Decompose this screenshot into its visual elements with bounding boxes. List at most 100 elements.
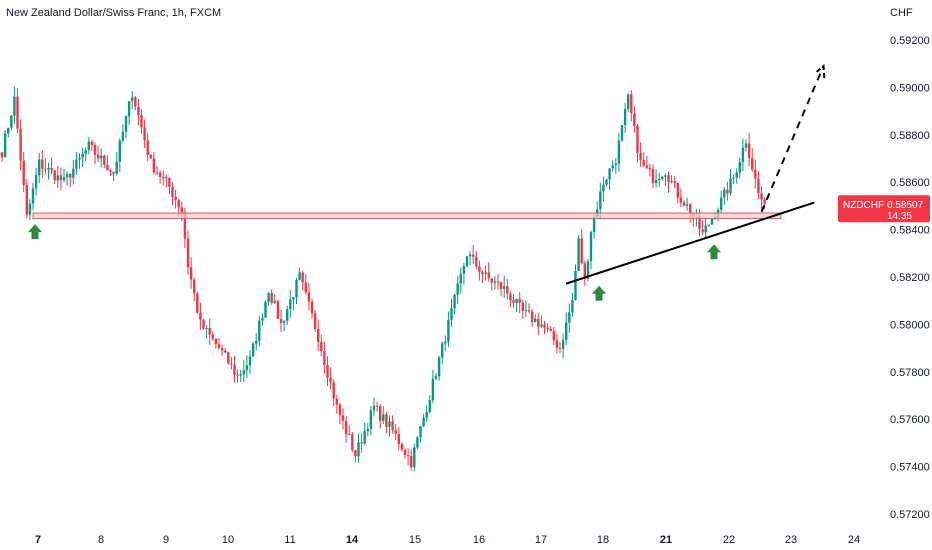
candle-body (592, 217, 596, 232)
candle-body (422, 417, 425, 427)
candle-body (633, 113, 636, 126)
candle-body (214, 338, 218, 344)
candle-body (543, 324, 546, 328)
candle-body (25, 185, 28, 215)
candle-body (295, 279, 298, 298)
last-price-value: 0.58507 (887, 200, 924, 211)
x-tick-label: 11 (284, 534, 295, 546)
candle-body (611, 165, 614, 169)
candle-body (720, 197, 723, 210)
candle-body (251, 343, 255, 357)
candle-body (620, 125, 624, 141)
candle-body (738, 161, 741, 173)
candle-body (205, 327, 208, 329)
candle-body (103, 155, 106, 165)
x-axis: 7 8 9 10 11 14 15 16 17 18 21 22 23 24 (35, 534, 860, 546)
candle-body (267, 292, 270, 302)
up-arrow-icon (707, 244, 721, 260)
candle-body (363, 431, 366, 444)
candle-body (509, 293, 512, 301)
candle-body (292, 297, 295, 300)
candle-body (351, 434, 354, 450)
candles-group (0, 86, 766, 472)
candle-body (391, 421, 394, 431)
y-tick-label: 0.59000 (890, 82, 930, 94)
candle-body (484, 272, 487, 275)
candle-body (152, 158, 156, 173)
candle-body (112, 171, 115, 174)
candle-body (763, 199, 766, 205)
candle-body (19, 128, 22, 161)
candle-body (431, 378, 435, 401)
candle-body (487, 272, 490, 279)
candle-body (137, 106, 140, 116)
candle-body (174, 196, 177, 200)
candle-body (493, 281, 497, 283)
candle-body (304, 282, 307, 293)
candle-body (651, 169, 655, 183)
candle-body (180, 207, 183, 213)
candle-body (177, 199, 180, 208)
candle-body (419, 426, 422, 438)
candle-body (93, 145, 97, 155)
x-tick-label: 17 (535, 534, 547, 546)
chart-title: New Zealand Dollar/Swiss Franc, 1h, FXCM (6, 7, 221, 19)
candle-body (565, 322, 568, 341)
candle-body (199, 312, 202, 320)
candle-body (710, 218, 714, 225)
candle-body (413, 447, 416, 468)
candle-body (735, 172, 738, 178)
candle-body (679, 197, 683, 203)
candle-body (69, 174, 72, 178)
candle-body (155, 172, 159, 174)
candle-body (168, 177, 171, 187)
candle-body (236, 374, 239, 376)
last-price-countdown: 14:35 (887, 211, 912, 222)
currency-label: CHF (890, 7, 913, 19)
candle-body (230, 363, 233, 365)
candle-body (87, 141, 90, 151)
y-tick-label: 0.58800 (890, 130, 930, 142)
candle-body (109, 170, 112, 172)
candle-body (410, 455, 413, 468)
last-price-badge: NZDCHF 0.58507 14:35 (838, 195, 930, 223)
candle-body (434, 376, 438, 379)
candle-body (375, 405, 379, 407)
candle-body (158, 172, 162, 177)
candle-body (360, 442, 363, 444)
candle-body (537, 318, 540, 327)
candle-body (211, 334, 214, 339)
candle-body (220, 348, 224, 351)
up-arrow-icon (28, 224, 42, 240)
x-tick-label: 22 (723, 534, 735, 546)
candle-body (561, 340, 565, 349)
candle-body (689, 204, 692, 214)
candle-body (106, 164, 109, 171)
candle-body (344, 420, 348, 435)
candle-body (258, 320, 261, 341)
candle-body (568, 312, 571, 323)
candle-body (50, 167, 53, 171)
y-tick-label: 0.57800 (890, 367, 930, 379)
candle-body (673, 180, 676, 183)
candle-body (534, 318, 537, 323)
candle-body (481, 272, 484, 275)
x-tick-label: 23 (785, 534, 797, 546)
candle-body (661, 176, 664, 179)
candle-body (38, 159, 41, 176)
candle-body (118, 140, 121, 162)
candle-body (617, 140, 621, 164)
candle-body (645, 165, 648, 168)
candle-body (162, 176, 165, 178)
candle-body (475, 256, 478, 267)
candle-body (326, 364, 329, 378)
candle-body (53, 170, 56, 181)
candle-body (186, 238, 190, 268)
candle-body (357, 442, 360, 457)
candle-body (310, 301, 314, 314)
candle-body (100, 155, 103, 159)
candle-body (233, 364, 236, 375)
candle-body (47, 167, 50, 170)
candle-body (577, 238, 580, 271)
candle-body (741, 147, 745, 162)
